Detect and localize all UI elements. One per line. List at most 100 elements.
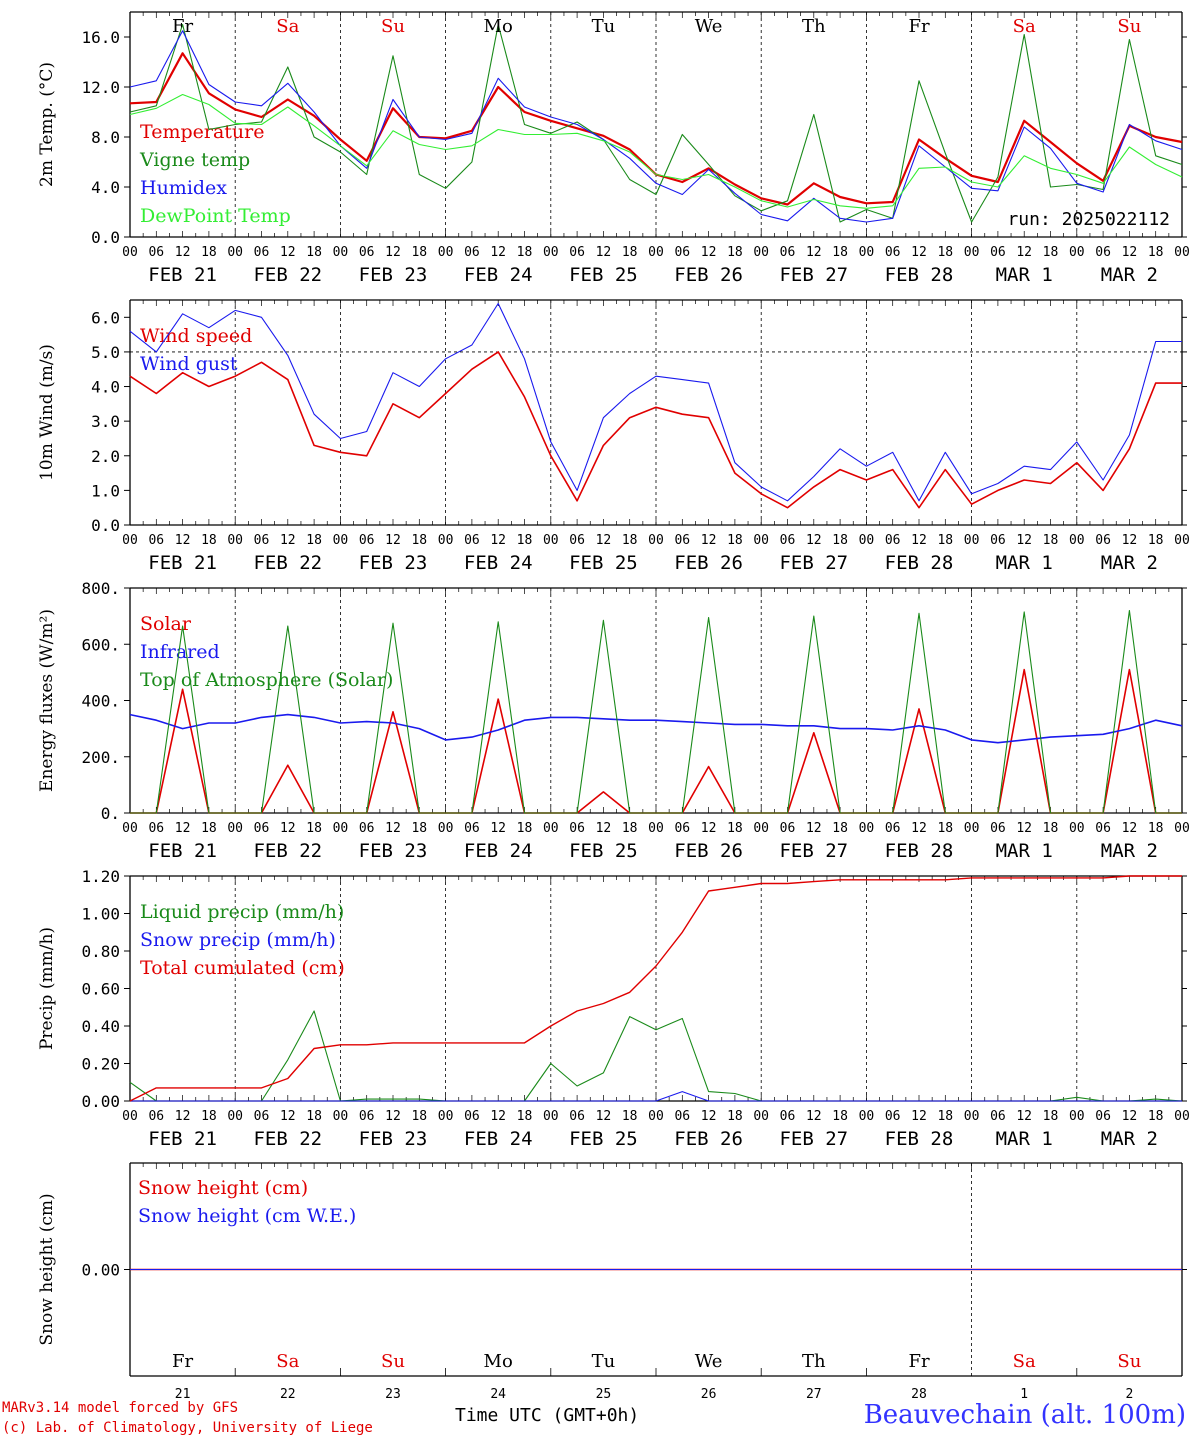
date-label: FEB 25 — [569, 264, 638, 286]
date-label: FEB 21 — [148, 552, 217, 574]
hour-tick-label: 12 — [701, 533, 717, 548]
y-tick-label: 8.0 — [91, 128, 120, 147]
hour-tick-label: 06 — [780, 821, 796, 836]
hour-tick-label: 00 — [438, 821, 454, 836]
hour-tick-label: 18 — [517, 1109, 533, 1124]
hour-tick-label: 18 — [517, 821, 533, 836]
run-annotation: run: 2025022112 — [1007, 209, 1170, 230]
weekday-label: We — [695, 1351, 723, 1372]
hour-tick-label: 12 — [175, 245, 191, 260]
hour-tick-label: 12 — [701, 245, 717, 260]
hour-tick-label: 00 — [122, 1109, 138, 1124]
hour-tick-label: 06 — [780, 533, 796, 548]
date-label: FEB 23 — [359, 552, 428, 574]
hour-tick-label: 00 — [543, 245, 559, 260]
hour-tick-label: 06 — [569, 1109, 585, 1124]
y-tick-label: 1.0 — [91, 481, 120, 500]
hour-tick-label: 06 — [569, 821, 585, 836]
hour-tick-label: 12 — [596, 533, 612, 548]
hour-tick-label: 06 — [674, 821, 690, 836]
date-label: FEB 25 — [569, 1128, 638, 1150]
weekday-label: Mo — [484, 16, 513, 37]
hour-tick-label: 00 — [964, 245, 980, 260]
y-tick-label: 3.0 — [91, 412, 120, 431]
hour-tick-label: 12 — [385, 245, 401, 260]
weekday-label: Mo — [484, 1351, 513, 1372]
panel-1: 0.0 4.0 8.0 12.0 16.0 2m Temp. (°C) Temperatur… — [37, 11, 1190, 286]
y-axis-label: Precip (mm/h) — [37, 927, 57, 1050]
hour-tick-label: 12 — [806, 533, 822, 548]
hour-tick-label: 18 — [622, 533, 638, 548]
hour-tick-label: 06 — [148, 821, 164, 836]
series-wind-gust — [129, 302, 1182, 502]
hour-tick-label: 12 — [490, 533, 506, 548]
y-tick-label: 0.0 — [91, 228, 120, 247]
y-tick-label: 0.40 — [81, 1017, 120, 1036]
hour-tick-label: 18 — [306, 821, 322, 836]
day-number-label: 1 — [1020, 1387, 1028, 1402]
y-tick-label: 0.60 — [81, 980, 120, 999]
hour-tick-label: 06 — [464, 533, 480, 548]
hour-tick-label: 12 — [1122, 533, 1138, 548]
hour-tick-label: 00 — [1174, 1109, 1190, 1124]
hour-tick-label: 06 — [464, 245, 480, 260]
legend-label: Top of Atmosphere (Solar) — [140, 669, 393, 691]
hour-tick-label: 12 — [911, 245, 927, 260]
hour-tick-label: 00 — [122, 821, 138, 836]
hour-tick-label: 00 — [753, 533, 769, 548]
hour-tick-label: 18 — [201, 821, 217, 836]
date-label: FEB 26 — [674, 552, 743, 574]
hour-tick-label: 12 — [1122, 821, 1138, 836]
hour-tick-label: 18 — [1043, 821, 1059, 836]
hour-tick-label: 00 — [333, 533, 349, 548]
weekday-label: Tu — [592, 1351, 616, 1372]
hour-tick-label: 18 — [411, 1109, 427, 1124]
hour-tick-label: 18 — [517, 533, 533, 548]
date-label: MAR 2 — [1101, 1128, 1158, 1150]
day-number-label: 25 — [596, 1387, 612, 1402]
hour-tick-label: 18 — [727, 821, 743, 836]
hour-tick-label: 18 — [201, 533, 217, 548]
legend-label: Vigne temp — [139, 149, 250, 171]
date-label: MAR 2 — [1101, 552, 1158, 574]
y-tick-label: 0.80 — [81, 942, 120, 961]
date-label: FEB 22 — [253, 840, 322, 862]
hour-tick-label: 06 — [254, 245, 270, 260]
hour-tick-label: 12 — [1016, 821, 1032, 836]
hour-tick-label: 06 — [569, 533, 585, 548]
hour-tick-label: 12 — [596, 1109, 612, 1124]
panel-3: 0. 200. 400. 600. 800. Energy fluxes (W/m²) So… — [37, 579, 1190, 862]
hour-tick-label: 06 — [148, 245, 164, 260]
hour-tick-label: 12 — [1122, 1109, 1138, 1124]
y-tick-label: 4.0 — [91, 178, 120, 197]
hour-tick-label: 18 — [201, 1109, 217, 1124]
hour-tick-label: 00 — [964, 821, 980, 836]
hour-tick-label: 18 — [1148, 1109, 1164, 1124]
hour-tick-label: 06 — [885, 821, 901, 836]
day-number-label: 2 — [1125, 1387, 1133, 1402]
hour-tick-label: 18 — [727, 533, 743, 548]
y-tick-label: 5.0 — [91, 343, 120, 362]
panel-5: 0.00 Snow height (cm) Snow height (cm) Snow… — [37, 1162, 1187, 1402]
hour-tick-label: 12 — [280, 245, 296, 260]
hour-tick-label: 12 — [701, 1109, 717, 1124]
weekday-label: Su — [381, 1351, 405, 1372]
y-tick-label: 0.0 — [91, 516, 120, 535]
panel-4: 0.00 0.20 0.40 0.60 0.80 1.00 1.20 Precip (mm/h… — [37, 867, 1190, 1150]
date-label: FEB 23 — [359, 264, 428, 286]
weekday-label: Su — [381, 16, 405, 37]
hour-tick-label: 12 — [1016, 533, 1032, 548]
weekday-label: Su — [1117, 1351, 1141, 1372]
hour-tick-label: 06 — [674, 245, 690, 260]
y-tick-label: 0.00 — [81, 1261, 120, 1280]
weekday-label: Sa — [276, 16, 299, 37]
y-tick-label: 0. — [101, 804, 120, 823]
series-humidex — [129, 30, 1183, 223]
legend-label: Wind speed — [140, 325, 252, 347]
hour-tick-label: 18 — [622, 1109, 638, 1124]
hour-tick-label: 00 — [333, 1109, 349, 1124]
hour-tick-label: 18 — [306, 1109, 322, 1124]
hour-tick-label: 00 — [859, 821, 875, 836]
hour-tick-label: 18 — [1043, 245, 1059, 260]
